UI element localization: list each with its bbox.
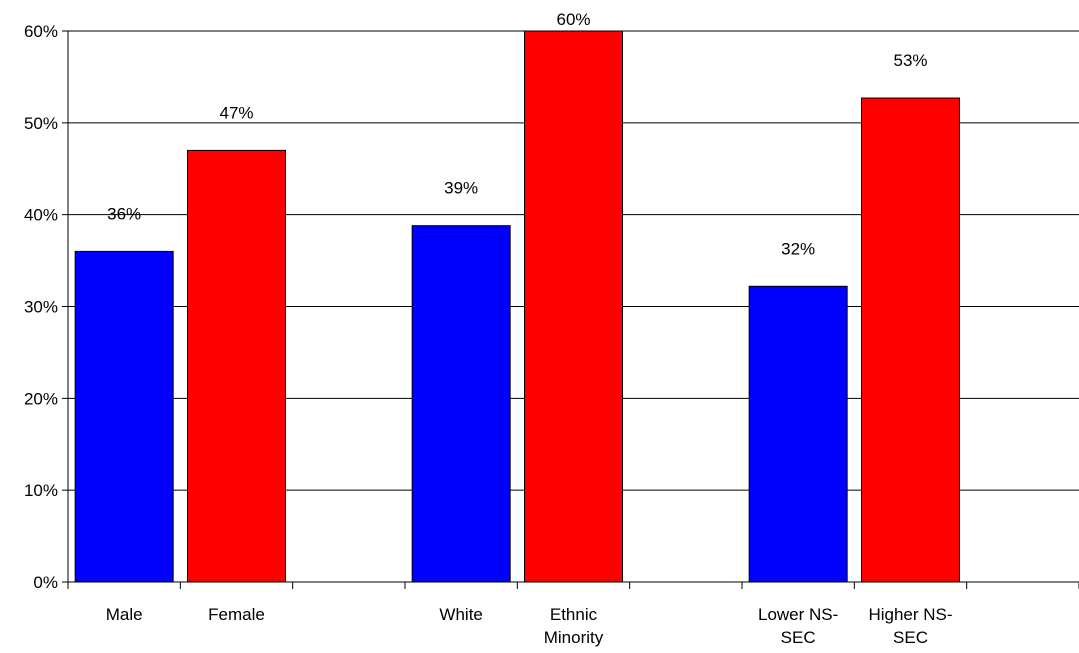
- category-label: Higher NS-: [868, 605, 952, 624]
- bar: [187, 149, 286, 583]
- data-label: 53%: [893, 51, 927, 70]
- bar: [861, 97, 960, 583]
- y-tick-label: 40%: [24, 206, 58, 225]
- bar: [74, 250, 174, 583]
- data-label: 39%: [444, 179, 478, 198]
- category-label: Female: [208, 605, 265, 624]
- y-tick-label: 20%: [24, 389, 58, 408]
- bar: [411, 225, 511, 583]
- data-label: 47%: [219, 103, 253, 122]
- y-tick-label: 50%: [24, 114, 58, 133]
- data-label: 36%: [107, 204, 141, 223]
- category-label: Lower NS-: [758, 605, 838, 624]
- y-tick-label: 60%: [24, 22, 58, 41]
- category-label: Male: [106, 605, 143, 624]
- y-tick-label: 30%: [24, 298, 58, 317]
- y-tick-label: 10%: [24, 481, 58, 500]
- bar: [524, 30, 623, 583]
- category-label: Minority: [544, 628, 604, 647]
- category-label: White: [439, 605, 482, 624]
- bar: [748, 285, 848, 583]
- data-label: 32%: [781, 239, 815, 258]
- data-label: 60%: [556, 10, 590, 29]
- category-label: SEC: [893, 628, 928, 647]
- category-label: SEC: [781, 628, 816, 647]
- category-label: Ethnic: [550, 605, 598, 624]
- y-tick-label: 0%: [33, 573, 58, 592]
